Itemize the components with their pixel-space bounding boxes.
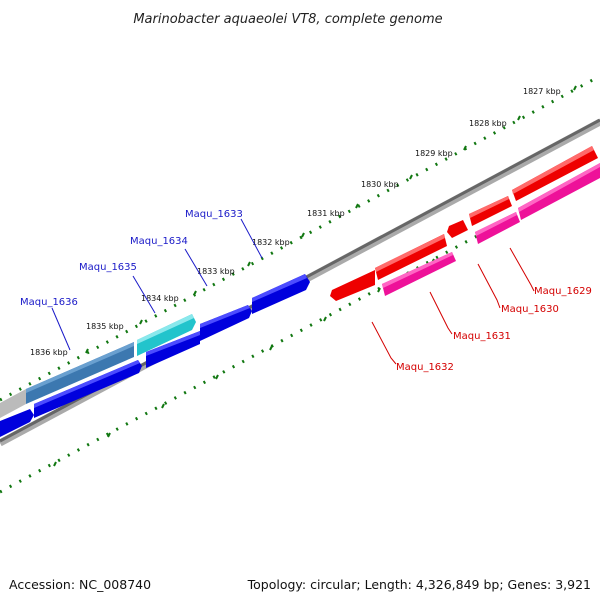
leader-maqu-1631	[429, 291, 453, 335]
label-maqu-1630[interactable]: Maqu_1630	[501, 304, 559, 315]
kbp-label-1833: 1833 kbp	[197, 267, 235, 276]
leader-maqu-1630	[477, 263, 501, 309]
label-maqu-1636[interactable]: Maqu_1636	[20, 297, 78, 308]
label-maqu-1629[interactable]: Maqu_1629	[534, 286, 592, 297]
leader-maqu-1635	[132, 275, 156, 314]
leader-maqu-1634	[184, 248, 208, 287]
kbp-label-1827: 1827 kbp	[523, 87, 561, 96]
gene-maqu-1633[interactable]	[252, 274, 310, 314]
label-maqu-1632[interactable]: Maqu_1632	[396, 362, 454, 373]
kbp-label-1831: 1831 kbp	[307, 209, 345, 218]
kbp-label-1834: 1834 kbp	[141, 294, 179, 303]
kbp-label-1830: 1830 kbp	[361, 180, 399, 189]
leader-maqu-1636	[51, 307, 71, 351]
gene-magenta-a[interactable]	[382, 252, 456, 296]
kbp-label-1829: 1829 kbp	[415, 149, 453, 158]
kbp-label-1832: 1832 kbp	[252, 238, 290, 247]
outer-tick-track	[0, 74, 600, 402]
label-maqu-1631[interactable]: Maqu_1631	[453, 331, 511, 342]
gene-grey-segment[interactable]	[0, 389, 26, 418]
gene-magenta-b[interactable]	[475, 212, 520, 244]
gene-maqu-1635[interactable]	[137, 314, 196, 356]
label-maqu-1635[interactable]: Maqu_1635	[79, 262, 137, 273]
gene-maqu-1629[interactable]	[512, 146, 598, 201]
gene-maqu-1634[interactable]	[200, 305, 252, 341]
leader-maqu-1632	[371, 321, 397, 365]
gene-red-small[interactable]	[447, 220, 468, 238]
gene-blue-row2-b[interactable]	[34, 360, 142, 418]
map-title: Marinobacter aquaeolei VT8, complete gen…	[133, 12, 442, 27]
label-maqu-1634[interactable]: Maqu_1634	[130, 236, 188, 247]
outer-major-ticks	[85, 85, 577, 354]
label-maqu-1633[interactable]: Maqu_1633	[185, 209, 243, 220]
leader-maqu-1633	[240, 218, 263, 259]
gene-maqu-1630[interactable]	[469, 196, 512, 226]
leader-maqu-1629	[509, 247, 535, 292]
kbp-label-1835: 1835 kbp	[86, 322, 124, 331]
accession-label: Accession: NC_008740	[9, 577, 152, 592]
kbp-label-1836: 1836 kbp	[30, 348, 68, 357]
kbp-label-1828: 1828 kbp	[469, 119, 507, 128]
genome-summary: Topology: circular; Length: 4,326,849 bp…	[247, 577, 591, 592]
gene-blue-row2-a[interactable]	[0, 409, 34, 437]
gene-maqu-1632[interactable]	[330, 270, 375, 301]
